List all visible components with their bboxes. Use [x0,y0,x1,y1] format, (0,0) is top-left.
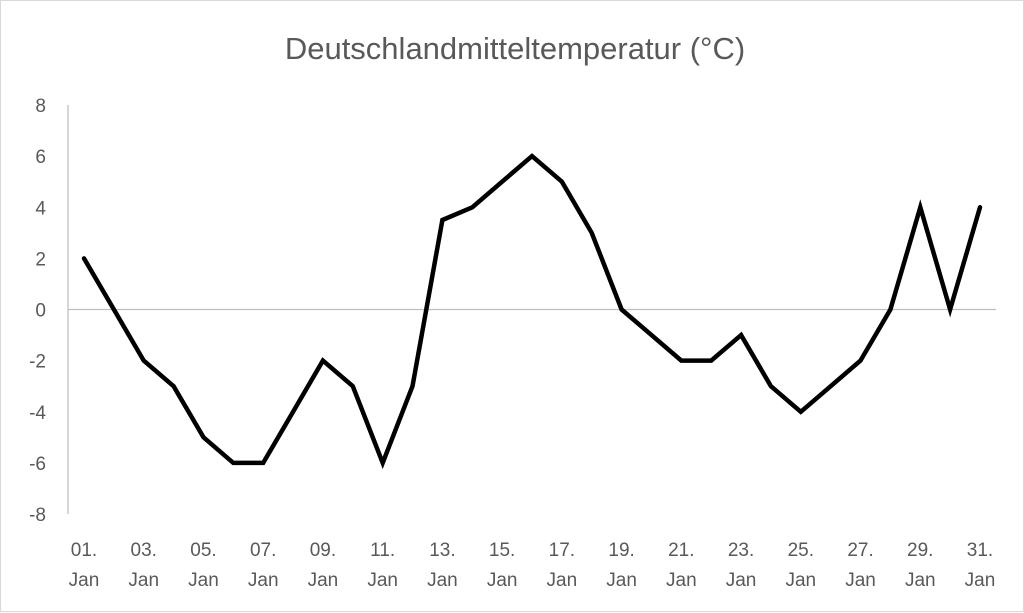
x-tick-label-month: Jan [248,570,279,591]
x-tick-label-day: 15. [489,540,515,561]
x-tick-label-month: Jan [69,570,100,591]
series-group [81,153,983,470]
y-tick-label: 6 [35,147,46,168]
x-tick-label-month: Jan [785,570,816,591]
x-tick-label-day: 13. [429,540,455,561]
y-tick-label: -2 [29,352,46,373]
x-axis: 01. Jan 03. Jan 05. Jan 07. Jan 09. Jan 11. Jan 13. J… [69,540,996,591]
x-tick-label-day: 05. [190,540,216,561]
y-tick-label: -4 [29,403,46,424]
x-tick-label-day: 25. [788,540,814,561]
x-tick-label-day: 21. [668,540,694,561]
y-tick-label: 0 [35,301,46,322]
y-tick-label: 4 [35,198,46,219]
y-tick-label: 2 [35,249,46,270]
x-tick-label-month: Jan [606,570,637,591]
x-tick-label-month: Jan [547,570,578,591]
x-tick-label-month: Jan [965,570,996,591]
x-tick-label-day: 29. [907,540,933,561]
x-tick-label-month: Jan [367,570,398,591]
y-tick-label: -8 [29,505,46,526]
x-tick-label-day: 03. [131,540,157,561]
x-tick-label-month: Jan [128,570,159,591]
x-tick-label-month: Jan [308,570,339,591]
x-tick-label-month: Jan [845,570,876,591]
x-tick-label-day: 23. [728,540,754,561]
x-tick-label-day: 19. [608,540,634,561]
x-tick-label-month: Jan [487,570,518,591]
x-tick-label-month: Jan [666,570,697,591]
y-axis: 8 6 4 2 0 -2 -4 -6 -8 [29,96,996,526]
x-tick-label-month: Jan [726,570,757,591]
y-tick-label: 8 [35,96,46,117]
x-tick-label-month: Jan [427,570,458,591]
series-line [81,153,983,470]
x-tick-label-day: 31. [967,540,993,561]
x-tick-label-day: 11. [370,540,395,561]
x-tick-label-month: Jan [905,570,936,591]
x-tick-label-day: 27. [847,540,873,561]
x-tick-label-day: 01. [71,540,97,561]
y-tick-label: -6 [29,454,46,475]
x-tick-label-month: Jan [188,570,219,591]
chart-title: Deutschlandmitteltemperatur (°C) [285,31,745,66]
x-tick-label-day: 09. [310,540,336,561]
x-tick-label-day: 17. [549,540,575,561]
x-tick-label-day: 07. [250,540,276,561]
